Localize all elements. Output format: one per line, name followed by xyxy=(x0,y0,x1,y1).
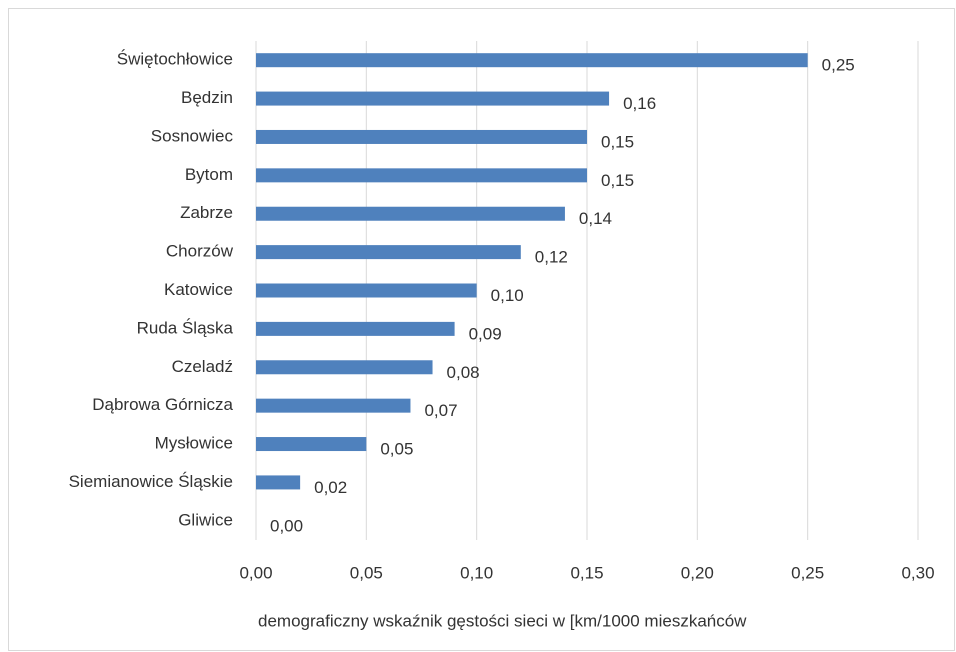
y-tick-label: Świętochłowice xyxy=(117,50,233,69)
x-tick-label: 0,30 xyxy=(901,563,934,582)
x-tick-label: 0,05 xyxy=(350,563,383,582)
data-label: 0,14 xyxy=(579,209,612,228)
bar xyxy=(256,245,521,260)
x-axis-label: demograficzny wskaźnik gęstości sieci w … xyxy=(258,611,747,630)
chart-border xyxy=(8,8,955,651)
data-label: 0,00 xyxy=(270,516,303,535)
y-tick-label: Siemianowice Śląskie xyxy=(69,472,233,491)
data-label: 0,25 xyxy=(822,56,855,75)
bar xyxy=(256,398,411,413)
data-label: 0,02 xyxy=(314,478,347,497)
y-tick-label: Zabrze xyxy=(180,203,233,222)
bar xyxy=(256,129,587,144)
data-label: 0,08 xyxy=(447,363,480,382)
bar xyxy=(256,168,587,183)
data-label: 0,15 xyxy=(601,171,634,190)
bar xyxy=(256,53,808,68)
data-label: 0,10 xyxy=(491,286,524,305)
y-tick-label: Katowice xyxy=(164,280,233,299)
bar xyxy=(256,321,455,336)
data-label: 0,16 xyxy=(623,94,656,113)
bar xyxy=(256,437,367,452)
data-label: 0,15 xyxy=(601,132,634,151)
bar xyxy=(256,475,301,490)
data-label: 0,07 xyxy=(424,401,457,420)
data-label: 0,05 xyxy=(380,440,413,459)
x-tick-label: 0,00 xyxy=(239,563,272,582)
y-tick-label: Gliwice xyxy=(178,510,233,529)
bar xyxy=(256,283,477,298)
y-tick-label: Sosnowiec xyxy=(151,126,234,145)
x-tick-label: 0,10 xyxy=(460,563,493,582)
data-label: 0,09 xyxy=(469,324,502,343)
y-tick-label: Będzin xyxy=(181,88,233,107)
bar xyxy=(256,206,565,221)
data-label: 0,12 xyxy=(535,248,568,267)
y-tick-label: Chorzów xyxy=(166,242,234,261)
y-tick-label: Ruda Śląska xyxy=(137,318,234,337)
y-tick-label: Mysłowice xyxy=(155,434,233,453)
bar xyxy=(256,360,433,375)
bar xyxy=(256,91,610,106)
y-tick-label: Bytom xyxy=(185,165,233,184)
x-tick-label: 0,25 xyxy=(791,563,824,582)
y-tick-label: Dąbrowa Górnicza xyxy=(92,395,233,414)
y-tick-label: Czeladź xyxy=(172,357,233,376)
x-tick-label: 0,15 xyxy=(570,563,603,582)
x-tick-label: 0,20 xyxy=(681,563,714,582)
